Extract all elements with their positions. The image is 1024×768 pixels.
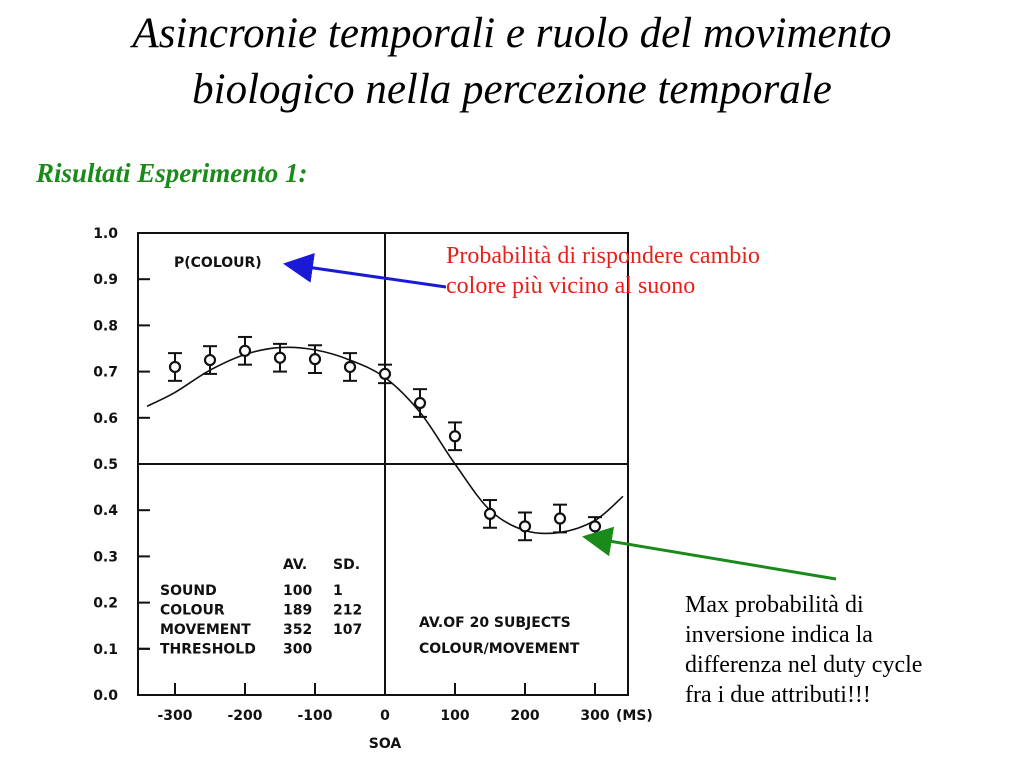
- x-tick-label: 300: [580, 708, 609, 724]
- stats-table-cell: 107: [333, 622, 362, 638]
- data-marker: [203, 353, 217, 367]
- stats-table-header: AV.: [283, 557, 307, 573]
- data-point: [168, 352, 182, 382]
- slide-title-line2: biologico nella percezione temporale: [192, 66, 832, 113]
- fit-curve: [146, 346, 624, 535]
- annotation-top: Probabilità di rispondere cambio colore …: [446, 241, 916, 301]
- arrow-to-p-colour-label: [283, 252, 447, 289]
- y-tick-label: 0.9: [93, 272, 118, 288]
- data-point: [378, 363, 392, 385]
- y-tick-label: 0.4: [93, 503, 118, 519]
- stats-table-cell: 100: [283, 583, 312, 599]
- y-axis-ticks: 0.0 0.1 0.2 0.3 0.4 0.5 0.6 0.7 0.8 0.9 1.0: [93, 226, 150, 704]
- stats-table: AV. SD. SOUND 100 1 COLOUR 189 212 MOVEMENT 352 10…: [138, 557, 362, 658]
- stats-table-cell: 212: [333, 603, 362, 619]
- y-tick-label: 0.6: [93, 411, 118, 427]
- annotation-top-line1: Probabilità di rispondere cambio: [446, 243, 760, 269]
- data-point: [343, 352, 357, 382]
- y-tick-label: 0.7: [93, 365, 118, 381]
- y-tick-label: 0.5: [93, 457, 118, 473]
- data-marker: [343, 360, 357, 374]
- annotation-bottom-line1: Max probabilità di: [685, 592, 864, 618]
- stats-table-row-label: MOVEMENT: [160, 622, 251, 638]
- x-tick-label: 200: [510, 708, 539, 724]
- y-tick-label: 0.0: [93, 688, 118, 704]
- data-marker: [238, 344, 252, 357]
- x-tick-label: -200: [227, 708, 262, 724]
- data-point: [483, 499, 497, 529]
- chart-title: P(COLOUR): [174, 255, 262, 271]
- annotation-bottom-line4: fra i due attributi!!!: [685, 682, 871, 708]
- y-tick-label: 0.8: [93, 318, 118, 334]
- note-subjects: AV.OF 20 SUBJECTS: [419, 615, 571, 631]
- stats-table-cell: 300: [283, 642, 312, 658]
- slide-subtitle: Risultati Esperimento 1:: [36, 158, 308, 188]
- annotation-top-line2: colore più vicino al suono: [446, 273, 696, 299]
- x-axis-unit: (MS): [616, 708, 653, 724]
- data-marker: [553, 512, 567, 525]
- x-tick-label: 100: [440, 708, 469, 724]
- stats-table-cell: 189: [283, 603, 312, 619]
- annotation-bottom: Max probabilità di inversione indica la …: [685, 590, 1024, 710]
- y-tick-label: 0.1: [93, 642, 118, 658]
- data-point: [518, 511, 532, 542]
- data-point: [448, 421, 462, 452]
- data-marker: [413, 396, 427, 410]
- data-point: [308, 344, 322, 374]
- x-tick-label: 0: [380, 708, 390, 724]
- stats-table-row-label: THRESHOLD: [160, 642, 256, 658]
- data-points: [168, 335, 602, 542]
- x-tick-label: -100: [297, 708, 332, 724]
- annotation-bottom-line2: inversione indica la: [685, 622, 873, 648]
- data-marker: [518, 520, 532, 533]
- data-point: [238, 335, 252, 366]
- x-axis-label: SOA: [369, 736, 402, 752]
- data-marker: [448, 430, 462, 443]
- stats-table-row-label: SOUND: [160, 583, 217, 599]
- plot-frame: [137, 232, 629, 696]
- data-marker: [378, 367, 392, 381]
- stats-table-cell: 1: [333, 583, 343, 599]
- data-marker: [483, 507, 497, 520]
- data-marker: [308, 353, 322, 366]
- data-point: [273, 342, 287, 373]
- x-axis-ticks: -300 -200 -100 0 100 200 300: [157, 683, 610, 724]
- y-tick-label: 0.3: [93, 549, 118, 565]
- data-marker: [273, 351, 287, 364]
- arrow-to-curve-minimum: [582, 526, 837, 581]
- data-marker: [588, 520, 602, 533]
- data-point: [588, 516, 602, 537]
- data-point: [413, 388, 427, 418]
- data-marker: [168, 360, 182, 374]
- y-tick-label: 1.0: [93, 226, 118, 242]
- stats-table-row-label: COLOUR: [160, 603, 225, 619]
- x-tick-label: -300: [157, 708, 192, 724]
- note-condition: COLOUR/MOVEMENT: [419, 641, 580, 657]
- annotation-bottom-line3: differenza nel duty cycle: [685, 652, 923, 678]
- slide-title: Asincronie temporali e ruolo del movimen…: [0, 6, 1024, 118]
- data-point: [553, 503, 567, 534]
- slide-title-line1: Asincronie temporali e ruolo del movimen…: [132, 10, 892, 57]
- data-point: [203, 345, 217, 375]
- stats-table-cell: 352: [283, 622, 312, 638]
- stats-table-header: SD.: [333, 557, 360, 573]
- y-tick-label: 0.2: [93, 596, 118, 612]
